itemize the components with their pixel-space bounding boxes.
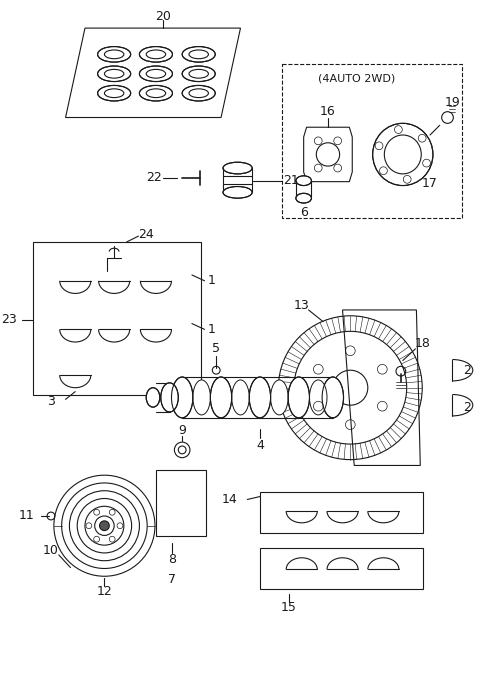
Ellipse shape (182, 85, 215, 101)
Text: 11: 11 (19, 510, 35, 522)
Ellipse shape (146, 388, 160, 407)
Text: 16: 16 (320, 105, 336, 118)
Ellipse shape (97, 47, 131, 62)
Ellipse shape (223, 186, 252, 198)
Polygon shape (66, 28, 240, 118)
Polygon shape (304, 127, 352, 182)
Ellipse shape (210, 377, 232, 418)
Text: 23: 23 (1, 313, 17, 326)
Text: 12: 12 (96, 585, 112, 599)
Text: 21: 21 (283, 174, 299, 187)
Text: 14: 14 (222, 493, 238, 506)
Text: 15: 15 (281, 601, 297, 614)
Text: 19: 19 (444, 96, 460, 109)
Ellipse shape (161, 383, 178, 412)
Ellipse shape (296, 176, 312, 186)
Bar (156, 471, 206, 537)
Ellipse shape (296, 193, 312, 203)
Ellipse shape (372, 123, 433, 186)
Text: (4AUTO 2WD): (4AUTO 2WD) (319, 74, 396, 84)
Text: 3: 3 (47, 395, 55, 408)
Ellipse shape (139, 85, 172, 101)
Text: 2: 2 (463, 400, 471, 413)
Ellipse shape (223, 162, 252, 174)
Ellipse shape (182, 66, 215, 82)
Ellipse shape (232, 380, 249, 415)
Ellipse shape (182, 47, 215, 62)
Ellipse shape (322, 377, 344, 418)
Bar (34, 242, 201, 396)
Text: 7: 7 (168, 572, 177, 585)
Bar (260, 548, 423, 589)
Text: 18: 18 (414, 338, 430, 350)
Text: 2: 2 (463, 364, 471, 377)
Ellipse shape (288, 377, 310, 418)
Bar (282, 64, 462, 217)
Text: 24: 24 (138, 228, 154, 241)
Ellipse shape (97, 85, 131, 101)
Text: 9: 9 (178, 424, 186, 437)
Ellipse shape (249, 377, 271, 418)
Text: 1: 1 (207, 323, 215, 336)
Text: 6: 6 (300, 206, 308, 219)
Text: 13: 13 (294, 299, 310, 312)
Ellipse shape (139, 47, 172, 62)
Text: 5: 5 (212, 343, 220, 355)
Bar (260, 492, 423, 533)
Polygon shape (343, 310, 420, 466)
Ellipse shape (171, 377, 193, 418)
Ellipse shape (139, 66, 172, 82)
Ellipse shape (310, 380, 327, 415)
Text: 4: 4 (256, 438, 264, 451)
Text: 17: 17 (422, 177, 438, 190)
Ellipse shape (271, 380, 288, 415)
Text: 20: 20 (155, 10, 171, 23)
Text: 22: 22 (146, 171, 162, 184)
Text: 8: 8 (168, 553, 177, 566)
Text: 10: 10 (43, 544, 59, 557)
Text: 1: 1 (207, 275, 215, 288)
Ellipse shape (193, 380, 210, 415)
Ellipse shape (97, 66, 131, 82)
Circle shape (99, 521, 109, 530)
